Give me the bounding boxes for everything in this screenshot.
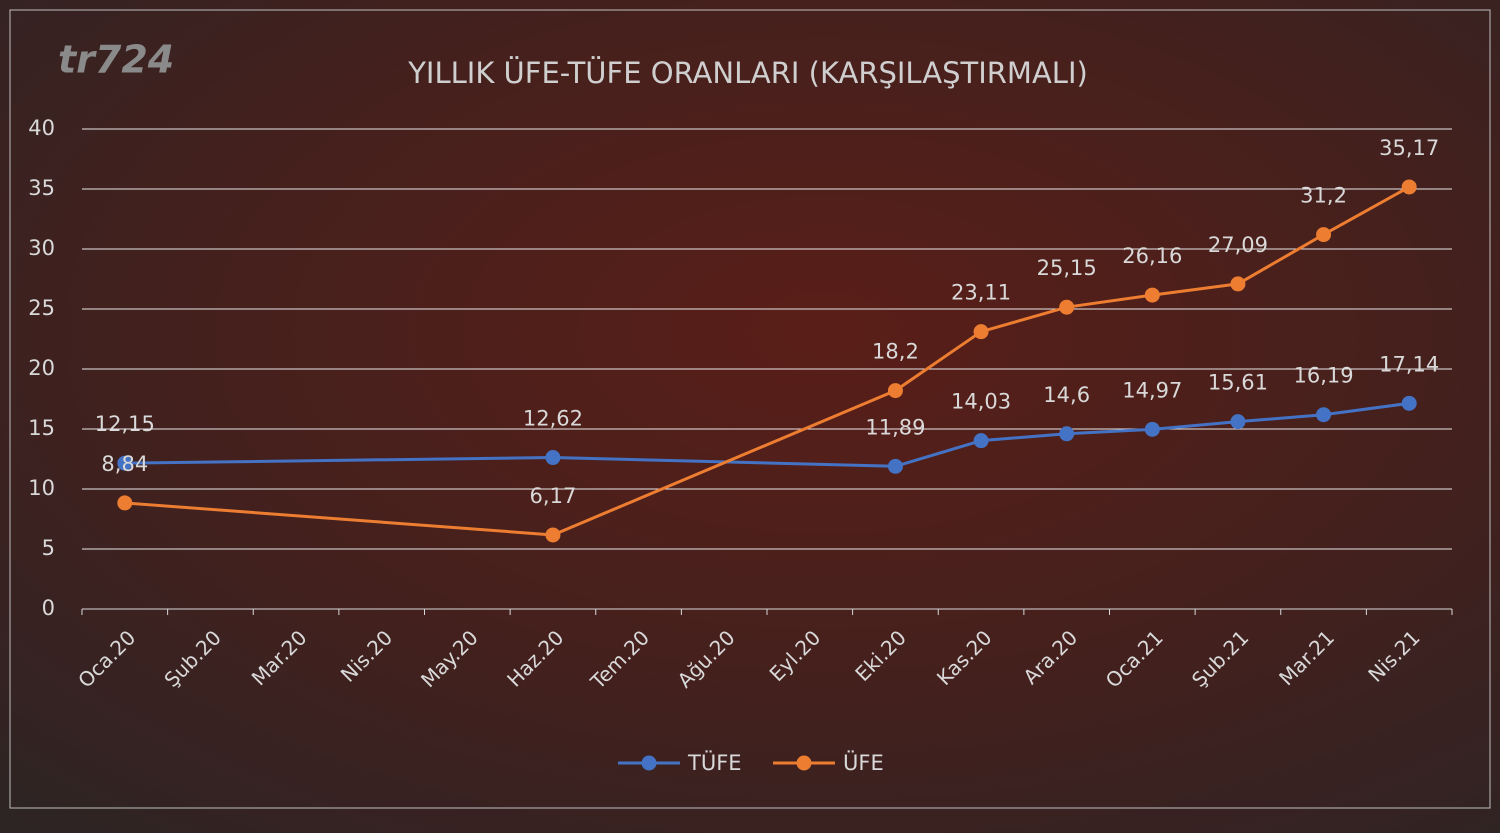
series-line-segment xyxy=(979,305,1069,334)
data-label: 25,15 xyxy=(1037,256,1097,280)
series-line-segment xyxy=(1150,420,1240,431)
series-line-segment xyxy=(1236,233,1326,286)
data-label: 26,16 xyxy=(1122,244,1182,268)
series-line-segment xyxy=(1322,401,1411,417)
legend-label: TÜFE xyxy=(687,750,742,775)
series-line-segment xyxy=(893,439,983,468)
data-point xyxy=(1401,179,1417,195)
data-point xyxy=(1230,414,1246,430)
data-point xyxy=(973,324,989,340)
data-label: 18,2 xyxy=(872,340,919,364)
data-point xyxy=(1059,299,1075,315)
data-point xyxy=(117,495,133,511)
data-point xyxy=(1059,426,1075,442)
data-point xyxy=(973,433,989,449)
y-tick-label: 0 xyxy=(42,596,55,620)
series-line-segment xyxy=(123,501,555,537)
y-tick-label: 30 xyxy=(28,236,55,260)
data-point xyxy=(1144,421,1160,437)
data-point xyxy=(117,455,133,471)
y-tick-label: 40 xyxy=(28,116,55,140)
data-label: 12,15 xyxy=(95,412,155,436)
data-label: 31,2 xyxy=(1300,184,1347,208)
series-line-segment xyxy=(1065,427,1154,436)
data-point xyxy=(545,450,561,466)
y-tick-label: 5 xyxy=(42,536,55,560)
y-tick-label: 25 xyxy=(28,296,55,320)
data-label: 17,14 xyxy=(1379,352,1439,376)
y-tick-label: 10 xyxy=(28,476,55,500)
series-line-segment xyxy=(979,432,1069,443)
data-point xyxy=(1144,287,1160,303)
legend-marker xyxy=(796,755,812,771)
data-label: 8,84 xyxy=(101,452,148,476)
series-line-segment xyxy=(1150,282,1240,297)
data-point xyxy=(545,527,561,543)
y-tick-label: 35 xyxy=(28,176,55,200)
y-tick-label: 15 xyxy=(28,416,55,440)
data-label: 11,89 xyxy=(865,415,925,439)
y-tick-label: 20 xyxy=(28,356,55,380)
data-label: 27,09 xyxy=(1208,233,1268,257)
series-line-segment xyxy=(123,456,555,465)
data-label: 14,97 xyxy=(1122,378,1182,402)
data-label: 14,03 xyxy=(951,390,1011,414)
data-point xyxy=(1401,395,1417,411)
series-line-segment xyxy=(1236,413,1326,424)
data-point xyxy=(887,383,903,399)
data-point xyxy=(887,458,903,474)
data-label: 12,62 xyxy=(523,407,583,431)
watermark: tr724 xyxy=(58,38,174,82)
chart-border xyxy=(9,9,1491,809)
series-line-segment xyxy=(893,330,983,393)
series-line-segment xyxy=(551,389,897,537)
chart-title: YILLIK ÜFE-TÜFE ORANLARI (KARŞILAŞTIRMAL… xyxy=(407,56,1088,90)
data-label: 35,17 xyxy=(1379,136,1439,160)
series-line-segment xyxy=(1065,293,1154,309)
data-label: 23,11 xyxy=(951,281,1011,305)
data-label: 16,19 xyxy=(1294,364,1354,388)
legend-marker xyxy=(641,755,657,771)
series-line-segment xyxy=(1322,185,1411,237)
legend-label: ÜFE xyxy=(843,750,884,775)
data-label: 6,17 xyxy=(530,484,577,508)
data-point xyxy=(1230,276,1246,292)
data-point xyxy=(1316,407,1332,423)
data-label: 14,6 xyxy=(1043,383,1090,407)
data-label: 15,61 xyxy=(1208,371,1268,395)
data-point xyxy=(1316,227,1332,243)
